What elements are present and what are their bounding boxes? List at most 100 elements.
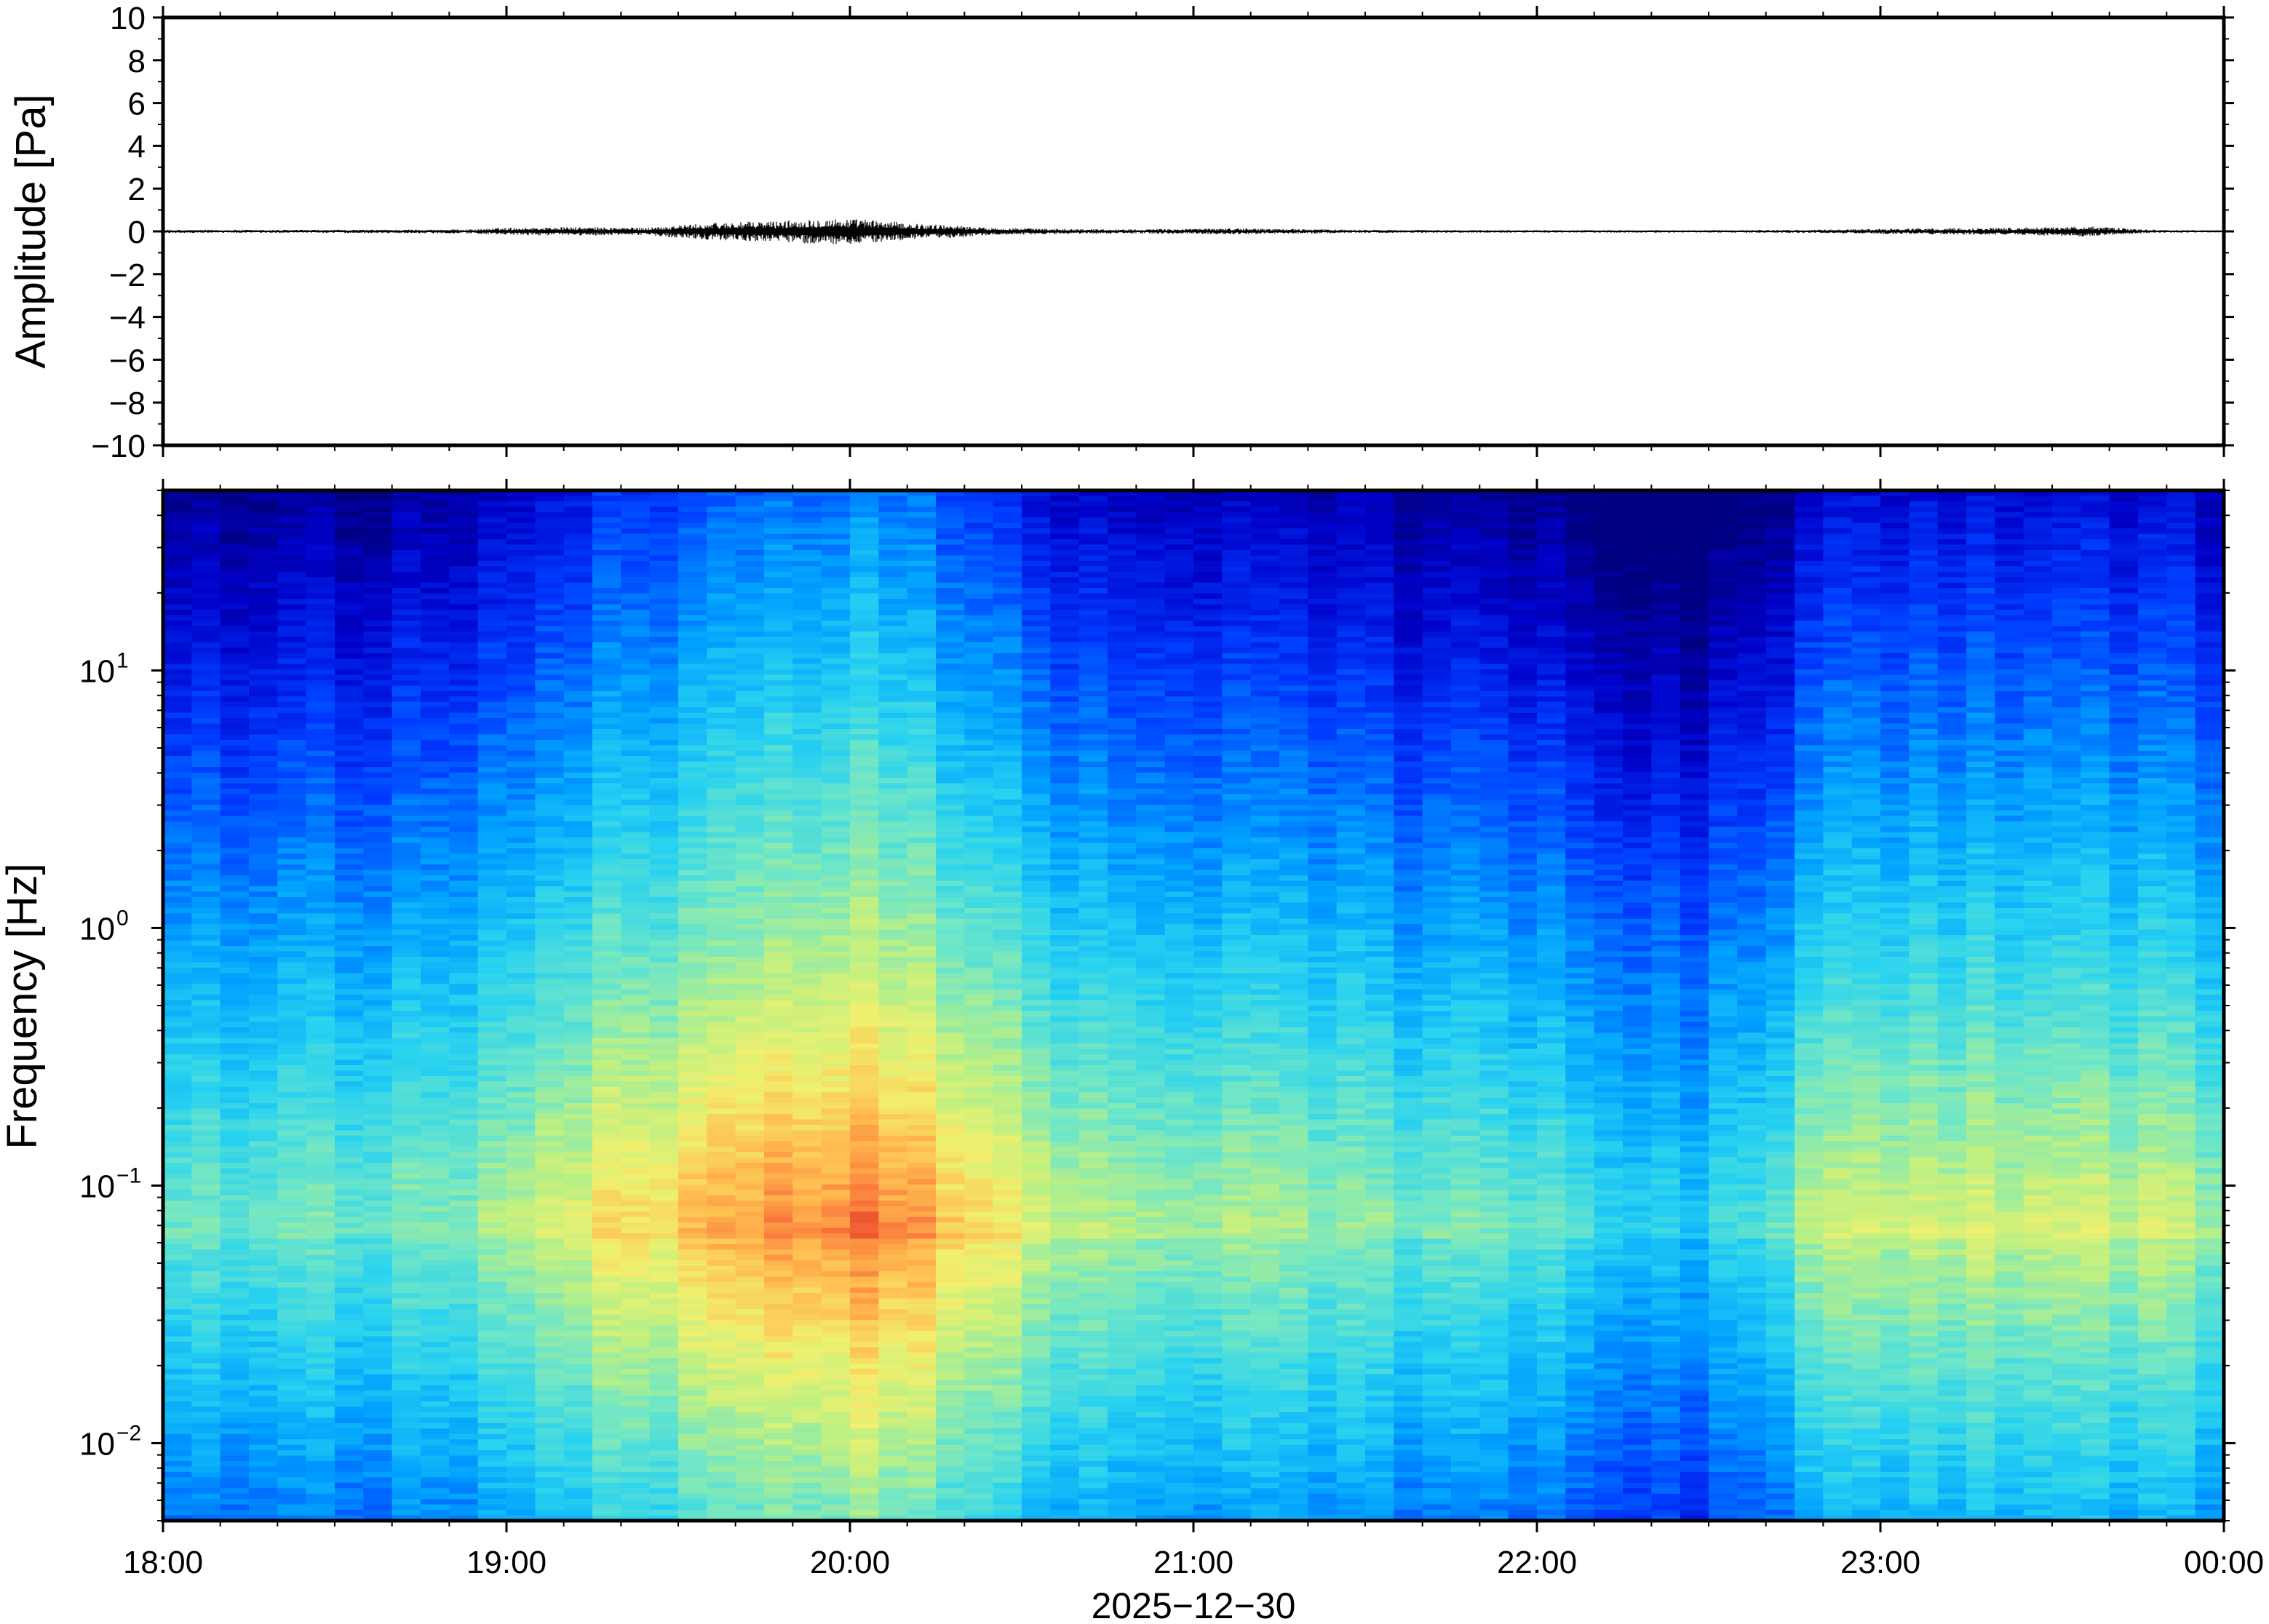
spectrogram-cell [392,1450,421,1457]
spectrogram-cell [249,864,279,871]
spectrogram-cell [477,821,507,827]
spectrogram-cell [563,1292,593,1299]
spectrogram-cell [449,1406,479,1413]
spectrogram-cell [306,832,335,838]
spectrogram-cell [735,1152,765,1158]
spectrogram-cell [707,1016,736,1023]
spectrogram-cell [678,1385,708,1391]
spectrogram-cell [392,1303,421,1310]
spectrogram-cell [764,1358,794,1364]
spectrogram-cell [707,1108,736,1115]
spectrogram-cell [220,1358,250,1364]
spectrogram-cell [449,951,479,958]
spectrogram-cell [392,1022,421,1028]
spectrogram-cell [506,978,536,984]
spectrogram-cell [621,1477,651,1484]
spectrogram-cell [306,1119,335,1126]
spectrogram-cell [449,1428,479,1435]
spectrogram-cell [535,1488,565,1494]
spectrogram-cell [306,620,335,627]
spectrogram-cell [335,1168,365,1174]
spectrogram-cell [392,946,421,952]
spectrogram-cell [306,848,335,855]
spectrogram-cell [563,1380,593,1386]
spectrogram-cell [764,648,794,654]
spectrogram-cell [563,973,593,979]
spectrogram-cell [764,843,794,849]
spectrogram-cell [306,648,335,654]
spectrogram-cell [191,1233,221,1240]
spectrogram-cell [707,788,736,795]
spectrogram-cell [306,1271,335,1278]
spectrogram-cell [335,1222,365,1229]
spectrogram-cell [277,1287,307,1294]
spectrogram-cell [621,631,651,638]
spectrogram-cell [191,1282,221,1289]
spectrogram-cell [421,1406,450,1413]
spectrogram-cell [764,827,794,833]
spectrogram-cell [477,1238,507,1245]
spectrogram-cell [821,539,851,546]
spectrogram-cell [277,571,307,578]
spectrogram-cell [306,1179,335,1185]
spectrogram-cell [363,750,393,757]
spectrogram-cell [649,1412,679,1419]
spectrogram-cell [363,1238,393,1245]
spectrogram-cell [335,1086,365,1094]
spectrogram-cell [764,528,794,535]
spectrogram-cell [621,886,651,893]
spectrogram-cell [506,555,536,562]
spectrogram-cell [592,588,622,594]
spectrogram-cell [792,1287,822,1294]
spectrogram-cell [191,1174,221,1180]
spectrogram-cell [850,1146,880,1153]
spectrogram-cell [649,1444,679,1451]
spectrogram-cell [563,1336,593,1342]
spectrogram-cell [792,1211,822,1218]
spectrogram-cell [707,1287,736,1294]
spectrogram-cell [563,544,593,551]
spectrogram-cell [735,728,765,736]
spectrogram-cell [621,799,651,806]
spectrogram-cell [735,582,765,589]
spectrogram-cell [821,1217,851,1223]
spectrogram-cell [392,1482,421,1489]
spectrogram-cell [220,1510,250,1516]
spectrogram-cell [707,1233,736,1240]
spectrogram-cell [649,685,679,692]
spectrogram-cell [335,1070,365,1077]
spectrogram-cell [421,1195,450,1202]
spectrogram-cell [592,1461,622,1468]
spectrogram-cell [707,1254,736,1262]
spectrogram-cell [392,1249,421,1256]
spectrogram-cell [707,1422,736,1430]
spectrogram-cell [277,1233,307,1240]
spectrogram-cell [649,946,679,952]
spectrogram-cell [792,1222,822,1229]
spectrogram-cell [649,750,679,757]
spectrogram-cell [449,1000,479,1006]
spectrogram-cell [764,913,794,920]
spectrogram-cell [678,1444,708,1451]
spectrogram-cell [277,1260,307,1267]
spectrogram-cell [249,745,279,752]
spectrogram-cell [506,1064,536,1072]
spectrogram-cell [421,577,450,584]
spectrogram-cell [878,674,908,681]
spectrogram-cell [850,528,880,535]
spectrogram-cell [535,490,565,497]
spectrogram-cell [306,1103,335,1110]
spectrogram-cell [878,1064,908,1072]
spectrogram-cell [191,783,221,789]
spectrogram-cell [821,1455,851,1462]
spectrogram-cell [735,886,765,893]
spectrogram-cell [220,1499,250,1505]
spectrogram-cell [850,1238,880,1245]
spectrogram-cell [621,1217,651,1223]
spectrogram-cell [392,1444,421,1451]
spectrogram-cell [191,1249,221,1256]
spectrogram-cell [535,571,565,578]
spectrogram-cell [277,827,307,833]
spectrogram-cell [477,1075,507,1083]
spectrogram-cell [220,1504,250,1510]
